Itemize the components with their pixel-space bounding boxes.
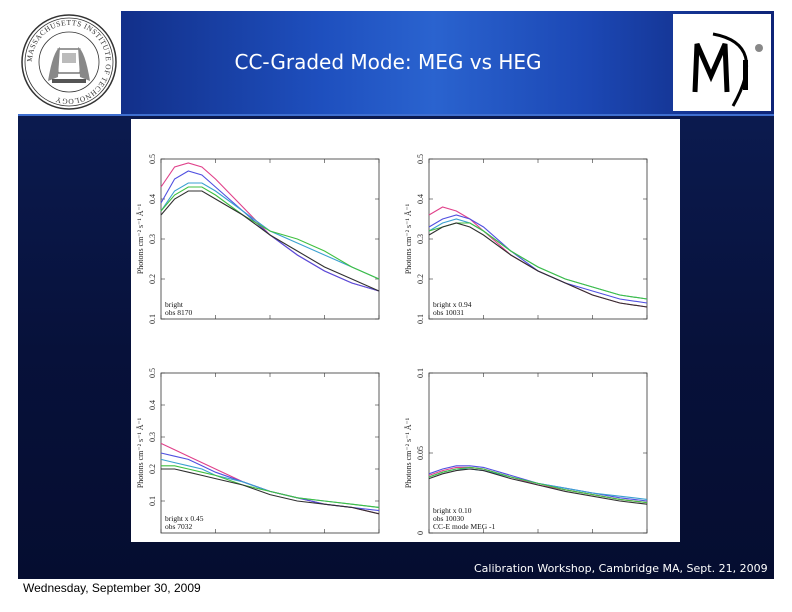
series-line — [428, 466, 648, 504]
x-tick-label: 4 — [214, 537, 218, 538]
y-tick-label: 0.4 — [416, 194, 425, 204]
panel-annotation: CC-E mode MEG -1 — [433, 522, 496, 531]
document-date: Wednesday, September 30, 2009 — [23, 581, 201, 595]
x-tick-label: 6 — [268, 323, 272, 324]
y-tick-label: 0.3 — [416, 234, 425, 244]
x-tick-label: 4 — [214, 323, 218, 324]
spectrum-panel-bottom-right: 24681000.050.1Wavelength (Å)Photons cm⁻²… — [404, 368, 651, 538]
y-tick-label: 0.1 — [148, 496, 157, 506]
x-tick-label: 6 — [536, 323, 540, 324]
panel-annotation: bright x 0.94 — [433, 300, 472, 309]
y-tick-label: 0.3 — [148, 432, 157, 442]
y-axis-label: Photons cm⁻² s⁻¹ Å⁻¹ — [404, 417, 413, 488]
y-axis-label: Photons cm⁻² s⁻¹ Å⁻¹ — [136, 417, 145, 488]
x-tick-label: 10 — [375, 537, 383, 538]
plot-frame — [428, 372, 648, 534]
panel-annotation: obs 7032 — [165, 522, 193, 531]
x-tick-label: 2 — [159, 323, 163, 324]
series-line — [160, 190, 380, 292]
y-axis-label: Photons cm⁻² s⁻¹ Å⁻¹ — [136, 203, 145, 274]
plot-frame — [160, 372, 380, 534]
panel-annotation: bright — [165, 300, 184, 309]
x-tick-label: 10 — [643, 537, 651, 538]
slide-footer: Calibration Workshop, Cambridge MA, Sept… — [474, 562, 768, 575]
series-line — [160, 182, 380, 280]
x-tick-label: 2 — [427, 537, 431, 538]
mki-logo: MKI — [673, 14, 771, 111]
slide-header — [18, 11, 774, 114]
plot-frame — [160, 158, 380, 320]
panel-annotation: obs 10031 — [433, 308, 464, 317]
series-line — [428, 222, 648, 308]
y-tick-label: 0.2 — [148, 274, 157, 284]
x-tick-label: 8 — [323, 537, 327, 538]
mki-logo-text: MKI — [722, 109, 725, 111]
spectrum-panel-top-right: 2468100.10.20.30.40.5Wavelength (Å)Photo… — [404, 154, 651, 324]
y-tick-label: 0.1 — [416, 368, 425, 378]
mit-seal-logo: MASSACHUSETTS INSTITUTE OF TECHNOLOGY — [18, 11, 121, 114]
x-tick-label: 4 — [482, 323, 486, 324]
series-line — [428, 468, 648, 505]
x-tick-label: 8 — [323, 323, 327, 324]
y-tick-label: 0.1 — [416, 314, 425, 324]
spectra-figure: 2468100.10.20.30.40.5Wavelength (Å)Photo… — [131, 119, 680, 542]
spectrum-panel-bottom-left: 2468100.10.20.30.40.5Wavelength (Å)Photo… — [136, 368, 383, 538]
x-tick-label: 10 — [375, 323, 383, 324]
panel-annotation: bright x 0.45 — [165, 514, 204, 523]
series-line — [161, 468, 380, 515]
x-tick-label: 6 — [536, 537, 540, 538]
x-tick-label: 2 — [427, 323, 431, 324]
y-tick-label: 0.4 — [148, 400, 157, 410]
y-tick-label: 0.4 — [148, 194, 157, 204]
x-tick-label: 10 — [643, 323, 651, 324]
plot-frame — [428, 158, 648, 320]
x-tick-label: 8 — [591, 323, 595, 324]
x-tick-label: 2 — [159, 537, 163, 538]
y-tick-label: 0.2 — [148, 464, 157, 474]
spectrum-panel-top-left: 2468100.10.20.30.40.5Wavelength (Å)Photo… — [136, 154, 383, 324]
y-tick-label: 0.5 — [148, 154, 157, 164]
x-tick-label: 8 — [591, 537, 595, 538]
y-tick-label: 0.2 — [416, 274, 425, 284]
x-tick-label: 4 — [482, 537, 486, 538]
panel-annotation: bright x 0.10 — [433, 506, 472, 515]
slide: MASSACHUSETTS INSTITUTE OF TECHNOLOGY CC… — [18, 11, 774, 579]
y-tick-label: 0.1 — [148, 314, 157, 324]
header-divider — [18, 114, 774, 116]
slide-title: CC-Graded Mode: MEG vs HEG — [234, 50, 542, 74]
panel-annotation: obs 10030 — [433, 514, 464, 523]
y-tick-label: 0.5 — [148, 368, 157, 378]
y-axis-label: Photons cm⁻² s⁻¹ Å⁻¹ — [404, 203, 413, 274]
panel-annotation: obs 8170 — [165, 308, 193, 317]
x-tick-label: 6 — [268, 537, 272, 538]
y-tick-label: 0.05 — [416, 446, 425, 460]
y-tick-label: 0 — [416, 531, 425, 535]
y-tick-label: 0.3 — [148, 234, 157, 244]
y-tick-label: 0.5 — [416, 154, 425, 164]
